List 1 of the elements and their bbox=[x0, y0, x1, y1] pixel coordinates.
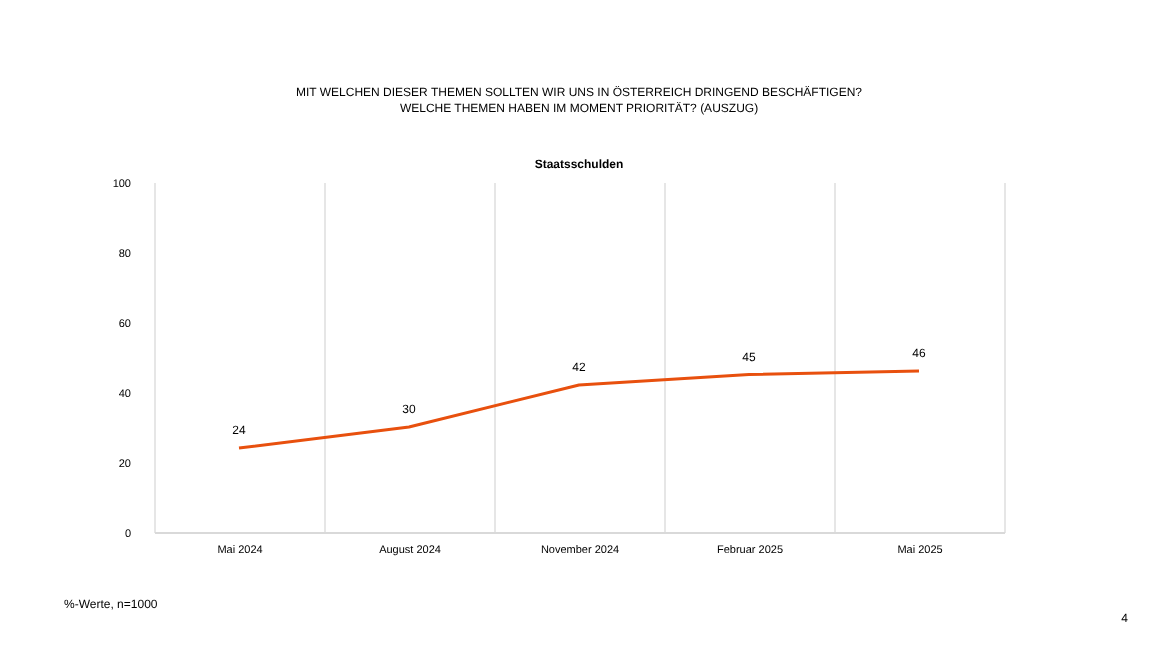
line-series bbox=[237, 369, 921, 450]
